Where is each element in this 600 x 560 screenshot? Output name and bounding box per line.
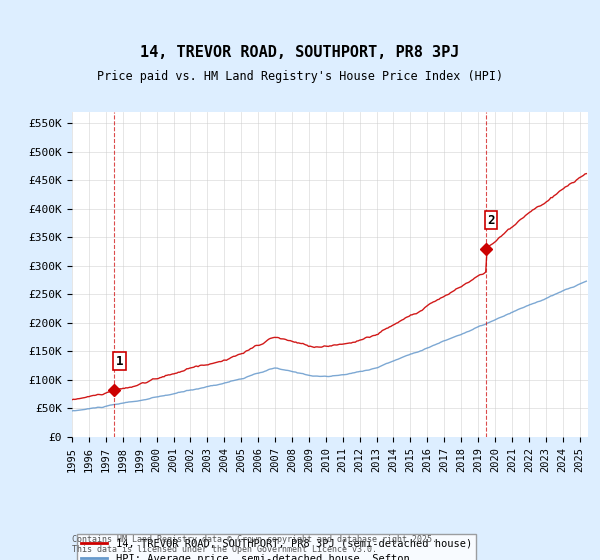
Text: 14, TREVOR ROAD, SOUTHPORT, PR8 3PJ: 14, TREVOR ROAD, SOUTHPORT, PR8 3PJ — [140, 45, 460, 60]
Text: Contains HM Land Registry data © Crown copyright and database right 2025.
This d: Contains HM Land Registry data © Crown c… — [72, 535, 437, 554]
Text: 2: 2 — [487, 214, 495, 227]
Text: 1: 1 — [116, 354, 123, 367]
Text: Price paid vs. HM Land Registry's House Price Index (HPI): Price paid vs. HM Land Registry's House … — [97, 70, 503, 83]
Legend: 14, TREVOR ROAD, SOUTHPORT, PR8 3PJ (semi-detached house), HPI: Average price, s: 14, TREVOR ROAD, SOUTHPORT, PR8 3PJ (sem… — [77, 534, 476, 560]
